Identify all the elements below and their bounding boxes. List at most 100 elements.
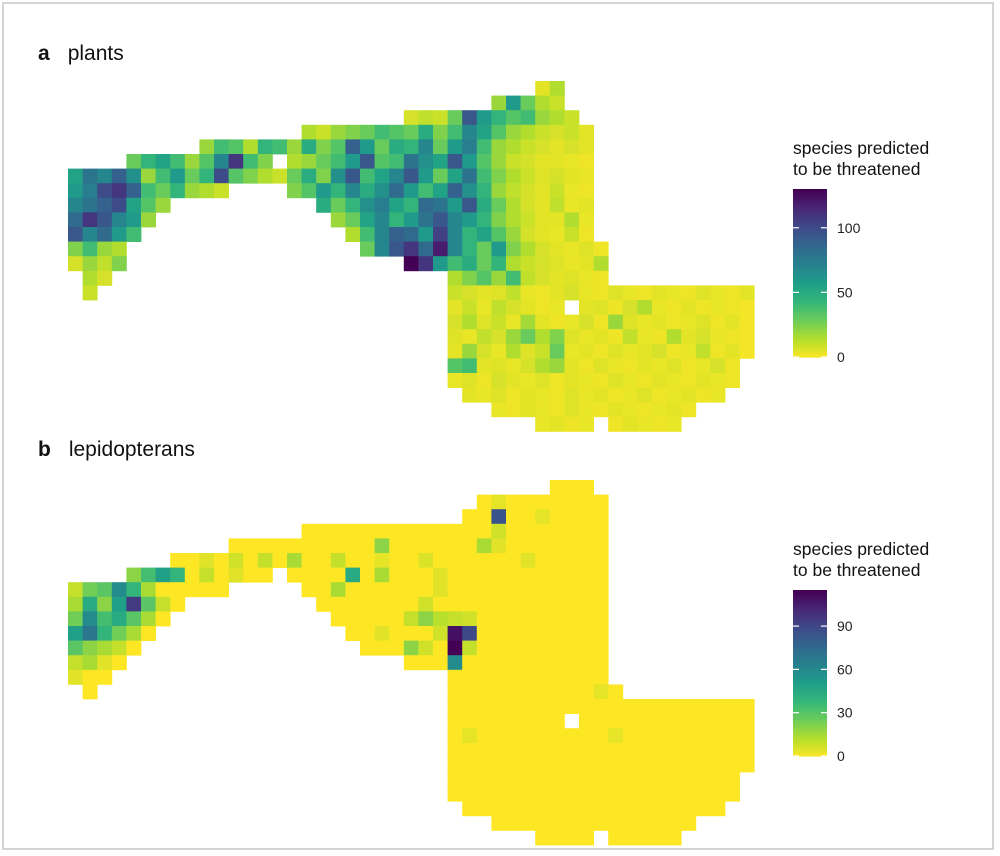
heatmap-cell: [476, 241, 492, 257]
heatmap-cell: [360, 168, 375, 184]
colorbar-segment: [793, 331, 827, 336]
heatmap-cell: [608, 713, 624, 729]
heatmap-cell: [695, 772, 711, 787]
heatmap-cell: [360, 154, 375, 169]
colorbar-segment: [793, 315, 827, 319]
heatmap-cell: [520, 285, 536, 301]
heatmap-cell: [491, 684, 507, 700]
heatmap-cell: [564, 154, 580, 169]
heatmap-cell: [666, 786, 682, 802]
heatmap-cell: [666, 387, 682, 403]
heatmap-cell: [681, 801, 697, 817]
heatmap-cell: [389, 523, 405, 539]
heatmap-cell: [447, 567, 463, 583]
heatmap-cell: [316, 124, 332, 140]
heatmap-cell: [403, 538, 419, 554]
heatmap-cell: [520, 154, 536, 169]
colorbar-segment: [793, 329, 827, 333]
heatmap-cell: [316, 567, 332, 583]
heatmap-cell: [608, 343, 624, 359]
heatmap-cell: [564, 742, 580, 758]
heatmap-cell: [593, 640, 609, 656]
heatmap-cell: [535, 227, 551, 242]
colorbar-segment: [793, 703, 827, 707]
heatmap-cell: [520, 227, 536, 242]
heatmap-cell: [345, 582, 361, 598]
heatmap-cell: [82, 626, 98, 641]
heatmap-cell: [520, 669, 536, 685]
heatmap-cell: [418, 582, 434, 598]
heatmap-cell: [593, 538, 609, 554]
heatmap-cell: [360, 183, 375, 199]
heatmap-cell: [403, 139, 419, 155]
heatmap-cell: [491, 757, 507, 773]
heatmap-cell: [637, 285, 653, 301]
heatmap-cell: [126, 611, 142, 627]
heatmap-cell: [549, 110, 565, 126]
heatmap-cell: [593, 523, 609, 539]
heatmap-cell: [418, 124, 434, 140]
heatmap-cell: [637, 786, 653, 802]
heatmap-cell: [549, 300, 565, 315]
heatmap-cell: [520, 626, 536, 641]
colorbar-segment: [793, 625, 827, 630]
heatmap-cell: [725, 314, 740, 330]
heatmap-cell: [374, 197, 390, 213]
heatmap-cell: [622, 830, 638, 846]
heatmap-cell: [506, 197, 521, 213]
heatmap-cell: [579, 480, 594, 495]
heatmap-cell: [681, 728, 697, 744]
heatmap-cell: [476, 538, 492, 554]
heatmap-cell: [111, 168, 127, 184]
heatmap-cell: [97, 212, 113, 228]
heatmap-cell: [520, 387, 536, 403]
heatmap-cell: [199, 553, 215, 568]
heatmap-cell: [170, 582, 186, 598]
heatmap-cell: [564, 567, 580, 583]
colorbar-segment: [793, 733, 827, 738]
heatmap-cell: [622, 373, 638, 388]
heatmap-cell: [491, 567, 507, 583]
heatmap-cell: [68, 197, 83, 213]
heatmap-cell: [666, 314, 682, 330]
heatmap-cell: [433, 168, 448, 184]
heatmap-cell: [710, 699, 726, 714]
heatmap-cell: [476, 757, 492, 773]
heatmap-cell: [593, 655, 609, 671]
heatmap-cell: [549, 212, 565, 228]
colorbar-tick-label: 30: [837, 705, 853, 721]
heatmap-cell: [345, 183, 361, 199]
colorbar-segment: [793, 334, 827, 338]
heatmap-cell: [695, 713, 711, 729]
colorbar-segment: [793, 289, 827, 294]
heatmap-cell: [243, 139, 259, 155]
heatmap-cell: [82, 212, 98, 228]
heatmap-cell: [228, 139, 244, 155]
heatmap-cell: [637, 742, 653, 758]
heatmap-cell: [637, 387, 653, 403]
heatmap-cell: [491, 626, 507, 641]
heatmap-cell: [622, 358, 638, 374]
heatmap-cell: [579, 212, 594, 228]
heatmap-cell: [564, 139, 580, 155]
heatmap-cell: [593, 669, 609, 685]
heatmap-cell: [389, 139, 405, 155]
heatmap-cell: [301, 139, 317, 155]
heatmap-cell: [549, 596, 565, 612]
colorbar-segment: [793, 191, 827, 196]
heatmap-cell: [739, 699, 755, 714]
heatmap-cell: [608, 728, 624, 744]
heatmap-cell: [476, 684, 492, 700]
heatmap-cell: [506, 168, 521, 184]
colorbar-tick-label: 60: [837, 661, 853, 677]
heatmap-cell: [579, 742, 594, 758]
heatmap-cell: [725, 343, 740, 359]
heatmap-cell: [681, 713, 697, 729]
heatmap-cell: [462, 772, 478, 787]
heatmap-cell: [637, 314, 653, 330]
heatmap-cell: [666, 329, 682, 345]
heatmap-cell: [579, 699, 594, 714]
heatmap-cell: [403, 567, 419, 583]
colorbar-segment: [793, 317, 827, 322]
heatmap-cell: [725, 713, 740, 729]
